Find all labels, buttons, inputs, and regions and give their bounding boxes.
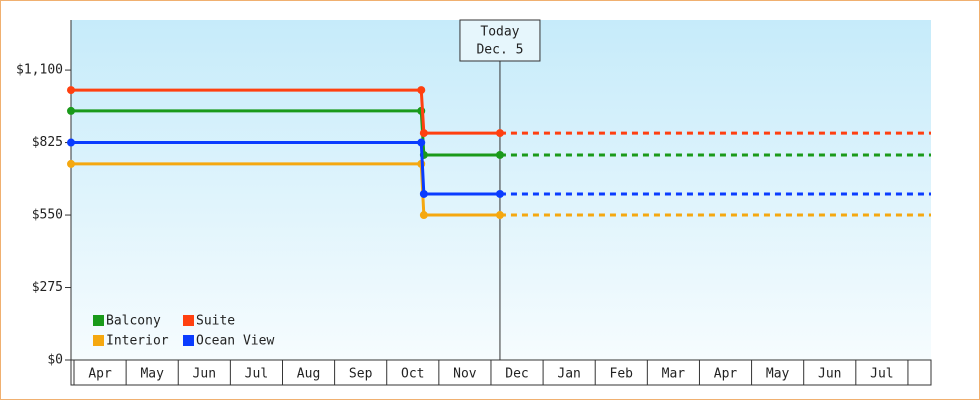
x-tick-label: May bbox=[766, 367, 790, 382]
x-tick-label: Jun bbox=[818, 367, 841, 382]
series-line bbox=[71, 88, 500, 135]
point bbox=[495, 129, 504, 138]
x-tick-label: Nov bbox=[453, 367, 477, 382]
x-tick-label: Aug bbox=[297, 367, 320, 382]
x-tick-label: Apr bbox=[88, 367, 112, 382]
x-tick-label: Apr bbox=[714, 367, 738, 382]
today-box bbox=[459, 19, 541, 62]
plot-area bbox=[71, 20, 931, 360]
point bbox=[417, 138, 426, 147]
x-tick-label: Dec bbox=[505, 367, 528, 382]
legend-swatch bbox=[93, 335, 104, 346]
point bbox=[419, 129, 428, 138]
x-axis-band bbox=[70, 359, 932, 386]
point bbox=[67, 159, 75, 168]
point bbox=[67, 86, 75, 95]
x-tick-label: Jan bbox=[557, 367, 580, 382]
point bbox=[417, 86, 426, 95]
point bbox=[419, 211, 428, 220]
point bbox=[419, 189, 428, 198]
x-tick-label: Oct bbox=[401, 367, 424, 382]
legend-swatch bbox=[183, 315, 194, 326]
y-tick-label: $1,100 bbox=[16, 63, 63, 78]
legend-label: Balcony bbox=[106, 314, 161, 329]
legend-label: Suite bbox=[196, 314, 235, 329]
y-tick-label: $550 bbox=[32, 208, 63, 223]
point bbox=[495, 211, 504, 220]
point bbox=[67, 138, 75, 147]
x-tick-label: May bbox=[140, 367, 164, 382]
point bbox=[495, 189, 504, 198]
x-tick-label: Jul bbox=[245, 367, 268, 382]
legend-label: Ocean View bbox=[196, 334, 274, 349]
today-label: Today bbox=[480, 25, 519, 40]
x-tick-label: Jun bbox=[193, 367, 216, 382]
y-tick-label: $275 bbox=[32, 280, 63, 295]
y-tick-label: $0 bbox=[47, 353, 63, 368]
point bbox=[495, 150, 504, 159]
series-line bbox=[71, 141, 500, 196]
x-tick-label: Mar bbox=[662, 367, 686, 382]
point bbox=[67, 106, 75, 115]
legend-label: Interior bbox=[106, 334, 169, 349]
y-tick-label: $825 bbox=[32, 135, 63, 150]
x-tick-label: Jul bbox=[870, 367, 893, 382]
legend-swatch bbox=[93, 315, 104, 326]
x-tick-label: Sep bbox=[349, 367, 373, 382]
legend-swatch bbox=[183, 335, 194, 346]
x-tick-label: Feb bbox=[610, 367, 634, 382]
today-label: Dec. 5 bbox=[476, 43, 523, 58]
